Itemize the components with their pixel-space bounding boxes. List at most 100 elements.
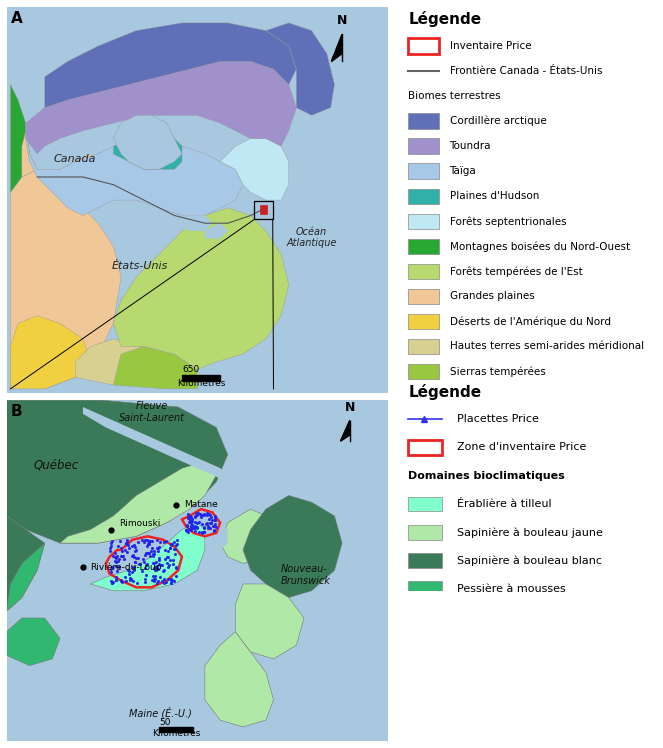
Point	[142, 547, 152, 559]
Polygon shape	[332, 34, 342, 61]
Point	[186, 522, 197, 534]
Point	[194, 509, 205, 521]
Text: Sierras tempérées: Sierras tempérées	[450, 367, 545, 377]
Point	[166, 577, 176, 589]
Point	[203, 520, 213, 532]
Text: Rimouski: Rimouski	[119, 519, 160, 528]
Point	[115, 542, 126, 554]
Bar	[159, 727, 194, 732]
Point	[186, 511, 197, 523]
Point	[182, 508, 193, 520]
Point	[139, 549, 150, 561]
Point	[152, 534, 162, 546]
Point	[110, 555, 121, 567]
Point	[113, 553, 124, 565]
Point	[134, 559, 145, 571]
Point	[164, 554, 175, 565]
Point	[197, 526, 208, 538]
Point	[192, 517, 202, 529]
Polygon shape	[26, 61, 296, 154]
Point	[111, 574, 121, 586]
Text: 50: 50	[160, 717, 171, 726]
Polygon shape	[60, 462, 220, 543]
Polygon shape	[75, 339, 159, 385]
Point	[111, 560, 121, 572]
Polygon shape	[113, 208, 289, 370]
Point	[164, 542, 175, 554]
Point	[159, 564, 170, 576]
Text: Sapinière à bouleau jaune: Sapinière à bouleau jaune	[457, 527, 603, 538]
Point	[114, 562, 125, 574]
Text: A: A	[11, 11, 22, 26]
Point	[135, 558, 145, 570]
Text: Kilomètres: Kilomètres	[177, 378, 225, 387]
Text: Sapinière à bouleau blanc: Sapinière à bouleau blanc	[457, 555, 602, 565]
FancyBboxPatch shape	[408, 497, 442, 512]
Point	[109, 551, 120, 562]
Text: Matane: Matane	[184, 500, 217, 509]
FancyBboxPatch shape	[408, 263, 439, 279]
Point	[130, 545, 141, 557]
Point	[111, 574, 121, 586]
Point	[105, 537, 116, 549]
Point	[167, 574, 178, 586]
Point	[105, 575, 116, 587]
Point	[149, 548, 159, 560]
Point	[202, 507, 213, 519]
Polygon shape	[26, 123, 243, 215]
Point	[148, 548, 158, 560]
Point	[169, 543, 180, 555]
Point	[144, 536, 154, 548]
Point	[171, 561, 182, 573]
Bar	[182, 375, 220, 381]
Point	[172, 534, 183, 546]
Polygon shape	[341, 420, 350, 441]
Point	[190, 510, 201, 522]
Point	[196, 518, 207, 530]
Point	[189, 521, 200, 533]
Point	[124, 568, 135, 580]
Point	[162, 551, 172, 562]
Point	[166, 539, 176, 551]
Point	[147, 574, 157, 586]
Point	[149, 573, 159, 585]
Polygon shape	[7, 516, 45, 611]
Point	[149, 545, 159, 557]
Point	[119, 554, 130, 565]
Polygon shape	[11, 316, 90, 389]
Point	[150, 561, 160, 573]
Polygon shape	[113, 131, 182, 169]
Bar	[255, 201, 272, 219]
Point	[116, 550, 127, 562]
Text: Inventaire Price: Inventaire Price	[450, 41, 531, 51]
Point	[160, 536, 171, 548]
FancyBboxPatch shape	[408, 525, 442, 539]
Text: Biomes terrestres: Biomes terrestres	[408, 91, 501, 101]
Point	[152, 575, 163, 587]
Point	[127, 574, 138, 586]
Point	[111, 556, 121, 568]
Point	[126, 550, 137, 562]
Polygon shape	[11, 85, 29, 192]
Point	[146, 545, 156, 557]
Point	[196, 512, 207, 524]
Point	[121, 539, 132, 551]
Point	[194, 516, 204, 528]
Point	[164, 560, 174, 571]
Point	[123, 539, 133, 551]
Point	[141, 558, 152, 570]
Point	[152, 562, 162, 574]
Point	[143, 538, 153, 550]
Point	[128, 564, 139, 576]
Point	[129, 557, 140, 568]
Point	[192, 509, 202, 521]
Point	[153, 563, 164, 575]
Point	[117, 576, 128, 588]
Point	[187, 515, 198, 527]
Point	[154, 558, 164, 570]
Text: Domaines bioclimatiques: Domaines bioclimatiques	[408, 470, 565, 481]
Point	[183, 512, 194, 524]
Point	[210, 518, 221, 530]
Point	[106, 577, 117, 589]
Polygon shape	[45, 23, 296, 108]
